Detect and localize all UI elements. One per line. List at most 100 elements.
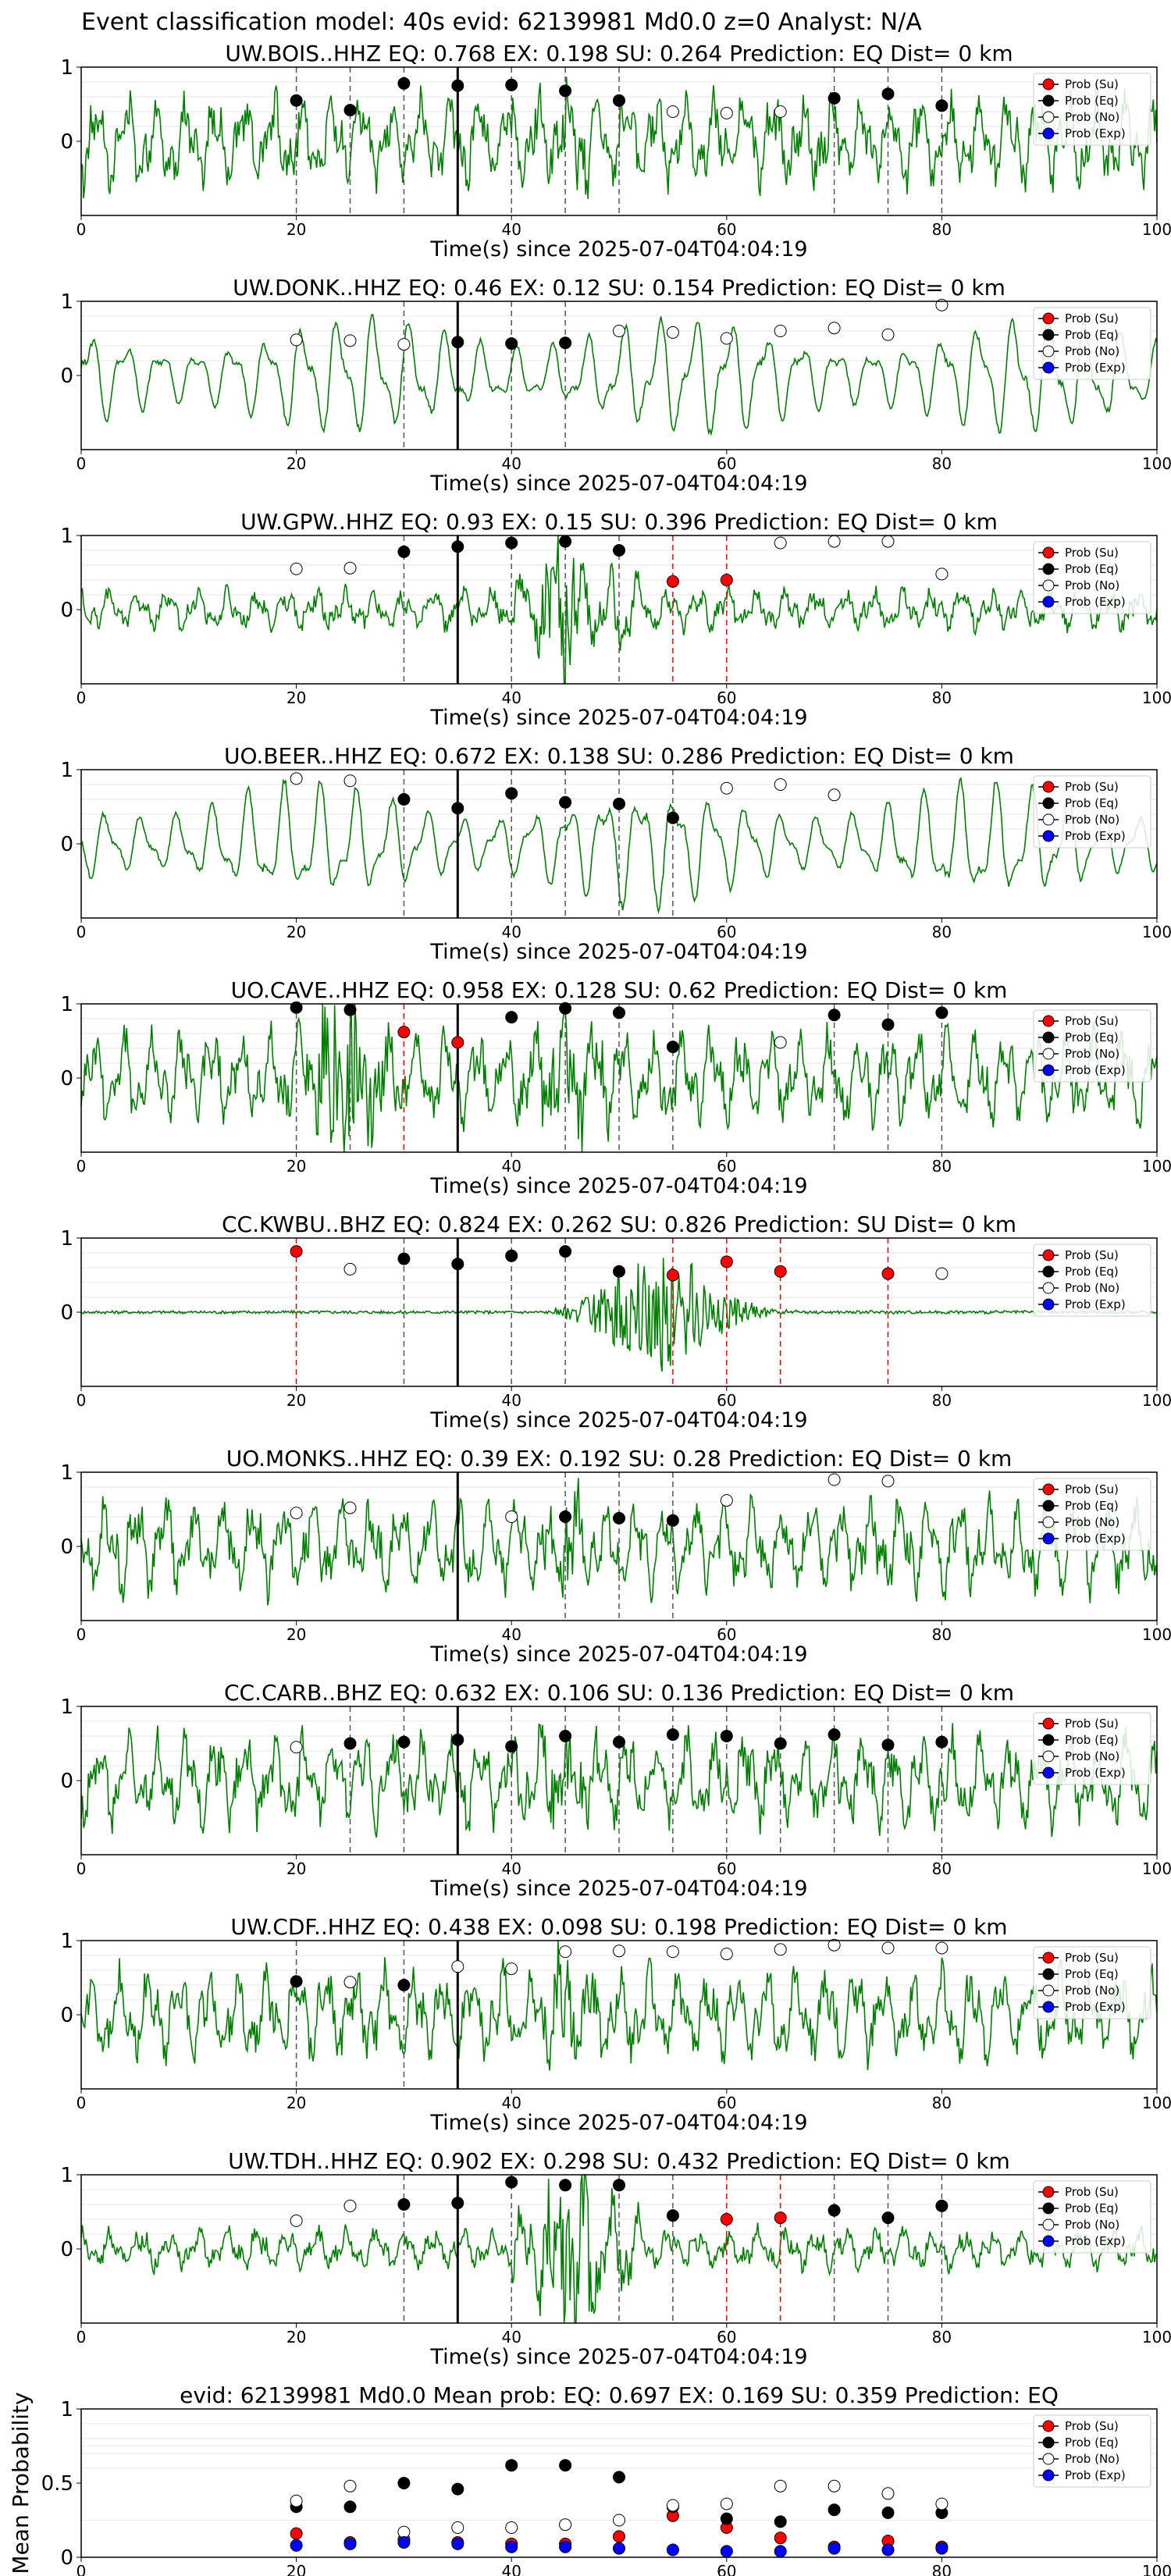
panel-10-legend: Prob (Su) Prob (Eq) Prob (No) Prob (Exp) <box>1033 2414 1151 2488</box>
legend-label: Prob (Exp) <box>1065 829 1126 843</box>
legend-marker-no <box>1042 1750 1055 1763</box>
prob-point-eq <box>666 2209 679 2222</box>
panel-0-legend: Prob (Su) Prob (Eq) Prob (No) Prob (Exp) <box>1033 73 1151 146</box>
axes-frame <box>80 66 1158 216</box>
legend-box <box>1033 541 1151 614</box>
prob-point-no <box>881 1475 895 1488</box>
prob-point-no <box>828 1938 841 1952</box>
y-tick-label: 0 <box>60 1301 73 1325</box>
legend-label: Prob (Su) <box>1065 1717 1119 1731</box>
waveform-trace <box>80 1940 1158 2071</box>
prob-point-no <box>828 788 841 802</box>
legend-marker-exp <box>1042 830 1055 842</box>
x-tick-label: 60 <box>717 2562 736 2576</box>
legend-label: Prob (Exp) <box>1065 1297 1126 1311</box>
legend-label: Prob (Su) <box>1065 780 1119 794</box>
prob-point-eq <box>881 1018 895 1031</box>
x-axis-label: Time(s) since 2025-07-04T04:04:19 <box>429 2111 807 2135</box>
x-tick-label: 20 <box>287 1625 306 1644</box>
legend-marker-exp <box>1042 1298 1055 1311</box>
mean-point-no <box>935 2497 949 2510</box>
legend-label: Prob (Su) <box>1065 77 1119 91</box>
x-tick-label: 80 <box>932 1625 952 1644</box>
prob-point-eq <box>935 2199 949 2212</box>
panel-title: CC.KWBU..BHZ EQ: 0.824 EX: 0.262 SU: 0.8… <box>222 1212 1016 1237</box>
x-tick-label: 0 <box>77 1157 87 1176</box>
legend-label: Prob (Su) <box>1065 1951 1119 1965</box>
x-tick-label: 80 <box>932 2562 952 2576</box>
legend-marker-eq <box>1042 1968 1055 1980</box>
legend-label: Prob (Su) <box>1065 1248 1119 1262</box>
mean-point-su <box>290 2527 303 2540</box>
prob-point-eq <box>343 104 357 117</box>
x-axis-label: Time(s) since 2025-07-04T04:04:19 <box>429 2345 807 2369</box>
prob-point-eq <box>505 1740 518 1753</box>
y-tick-label: 1 <box>60 1930 73 1953</box>
legend-label: Prob (Eq) <box>1065 2435 1119 2450</box>
legend-label: Prob (No) <box>1065 1281 1119 1295</box>
prob-point-eq <box>290 1975 303 1988</box>
mean-point-eq <box>451 2482 464 2496</box>
x-tick-label: 60 <box>717 454 736 473</box>
x-axis-label: Time(s) since 2025-07-04T04:04:19 <box>429 1877 807 1901</box>
prob-point-su <box>774 2211 787 2225</box>
axes-frame <box>80 2174 1158 2324</box>
prob-point-no <box>397 338 411 351</box>
x-tick-label: 60 <box>717 220 736 239</box>
waveform-trace <box>80 1478 1158 1606</box>
prob-point-eq <box>935 1006 949 1019</box>
legend-label: Prob (Exp) <box>1065 595 1126 609</box>
x-tick-label: 80 <box>932 454 952 473</box>
prob-point-no <box>290 1507 303 1520</box>
x-tick-label: 80 <box>932 923 952 941</box>
x-tick-label: 40 <box>501 923 521 941</box>
x-axis-label: Time(s) since 2025-07-04T04:04:19 <box>429 940 807 964</box>
legend-label: Prob (Su) <box>1065 311 1119 326</box>
x-tick-label: 20 <box>287 688 306 707</box>
prob-point-no <box>613 325 625 337</box>
legend-marker-eq <box>1042 2202 1055 2215</box>
mean-point-no <box>828 2479 841 2492</box>
legend-label: Prob (No) <box>1065 1984 1119 1998</box>
mean-point-no <box>343 2479 357 2492</box>
legend-box <box>1033 1478 1151 1551</box>
x-tick-label: 40 <box>501 1157 521 1176</box>
legend-label: Prob (No) <box>1065 813 1119 827</box>
x-tick-label: 40 <box>501 220 521 239</box>
prob-point-su <box>720 1255 733 1268</box>
legend-marker-no <box>1042 1048 1055 1060</box>
x-tick-label: 20 <box>287 923 306 941</box>
prob-point-no <box>881 328 895 341</box>
panel-title: evid: 62139981 Md0.0 Mean prob: EQ: 0.69… <box>180 2382 1059 2408</box>
prob-point-eq <box>666 1728 679 1742</box>
legend-marker-su <box>1042 781 1055 793</box>
legend-label: Prob (Su) <box>1065 2185 1119 2199</box>
panel-2-legend: Prob (Su) Prob (Eq) Prob (No) Prob (Exp) <box>1033 541 1151 614</box>
prob-point-no <box>720 781 733 795</box>
prob-point-eq <box>613 1265 625 1278</box>
legend-marker-eq <box>1042 329 1055 341</box>
x-tick-label: 100 <box>1142 2562 1171 2576</box>
x-tick-label: 40 <box>501 454 521 473</box>
legend-marker-eq <box>1042 1734 1055 1746</box>
legend-marker-no <box>1042 1984 1055 1997</box>
legend-marker-su <box>1042 1483 1055 1496</box>
axes-frame <box>80 1237 1158 1387</box>
y-tick-label: 1 <box>60 2164 73 2187</box>
y-tick-label: 0 <box>60 2546 73 2570</box>
prob-point-eq <box>559 84 572 98</box>
mean-point-eq <box>397 2477 411 2489</box>
mean-point-exp <box>613 2542 625 2555</box>
legend-box <box>1033 1712 1151 1785</box>
legend-box <box>1033 2414 1151 2488</box>
panel-title: UW.CDF..HHZ EQ: 0.438 EX: 0.098 SU: 0.19… <box>230 1914 1007 1940</box>
legend-marker-eq <box>1042 1031 1055 1044</box>
waveform-trace <box>80 1003 1158 1153</box>
panel-title: UO.BEER..HHZ EQ: 0.672 EX: 0.138 SU: 0.2… <box>224 743 1014 769</box>
legend-label: Prob (Eq) <box>1065 1733 1119 1747</box>
mean-point-eq <box>505 2459 518 2472</box>
legend-marker-eq <box>1042 797 1055 809</box>
prob-point-no <box>666 1945 679 1959</box>
legend-box <box>1033 307 1151 380</box>
